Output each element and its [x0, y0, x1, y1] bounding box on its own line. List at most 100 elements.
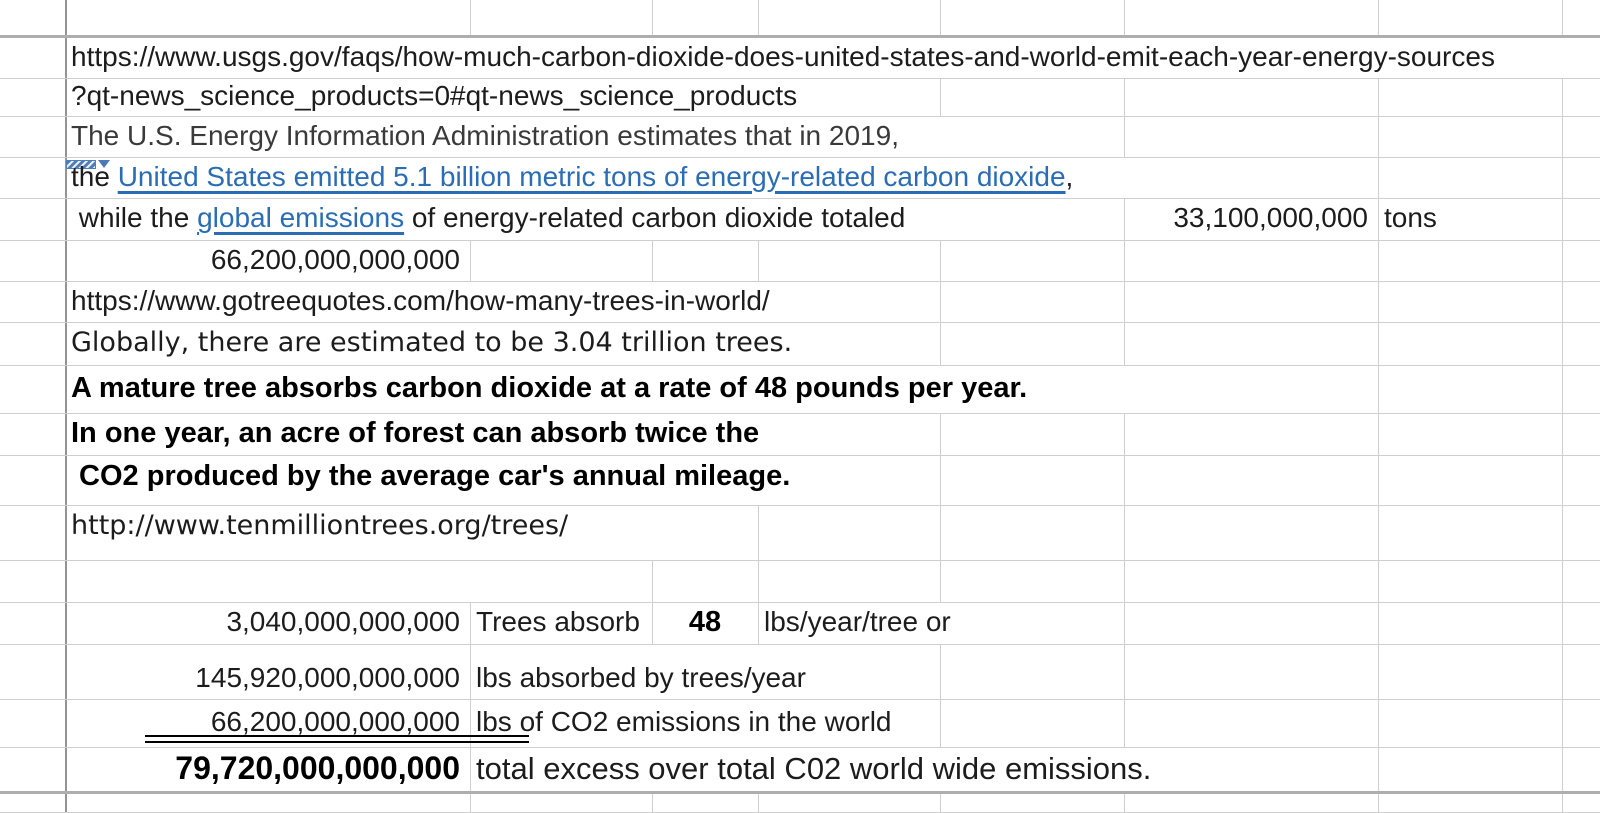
cell-text: , — [1065, 160, 1074, 192]
cell-text: http://www.tenmilliontrees.org/trees/ — [71, 510, 569, 541]
gridline-vertical — [940, 79, 941, 116]
row-empty-bottom — [0, 794, 1600, 813]
gridline-vertical — [758, 603, 759, 644]
gridline-vertical — [1562, 0, 1563, 35]
gridline-vertical — [652, 241, 653, 281]
gridline-vertical — [940, 0, 941, 35]
cell-text: A mature tree absorbs carbon dioxide at … — [71, 371, 1028, 404]
cell-global-tons-value[interactable]: 33,100,000,000 — [1124, 199, 1378, 240]
gridline-vertical — [940, 241, 941, 281]
gridline-vertical — [1124, 794, 1125, 812]
gridline-vertical — [470, 241, 471, 281]
row-world-lbs-value: 66,200,000,000,000 — [0, 241, 1600, 282]
row-car-co2: CO2 produced by the average car's annual… — [0, 456, 1600, 506]
cell-total-trees[interactable]: 3,040,000,000,000 — [65, 603, 470, 644]
gridline-vertical — [758, 561, 759, 602]
gridline-vertical — [1562, 700, 1563, 747]
cell-text: tons — [1384, 202, 1437, 233]
cell-eia-estimate[interactable]: The U.S. Energy Information Administrati… — [65, 117, 1124, 157]
cell-text: ?qt-news_science_products=0#qt-news_scie… — [71, 80, 798, 111]
cell-trees-estimate[interactable]: Globally, there are estimated to be 3.04… — [65, 323, 940, 365]
cell-usgs-url[interactable]: https://www.usgs.gov/faqs/how-much-carbo… — [65, 38, 1600, 78]
gridline-vertical — [1378, 282, 1379, 322]
cell-text: 48 — [688, 605, 722, 638]
gridline-vertical — [1562, 158, 1563, 198]
gridline-vertical — [940, 282, 941, 322]
gridline-vertical — [1562, 456, 1563, 505]
gridline-vertical — [1378, 414, 1379, 455]
dropdown-triangle-icon[interactable] — [98, 160, 110, 168]
gridline-vertical — [940, 794, 941, 812]
row-global-emissions: while the global emissions of energy-rel… — [0, 199, 1600, 241]
gridline-vertical — [1124, 0, 1125, 35]
cell-tons-unit[interactable]: tons — [1378, 199, 1562, 240]
gridline-vertical — [652, 561, 653, 602]
cell-text: Trees absorb — [476, 606, 640, 637]
cell-total-excess-label[interactable]: total excess over total C02 world wide e… — [470, 748, 1378, 791]
frozen-column-divider — [65, 0, 67, 813]
cell-text: The U.S. Energy Information Administrati… — [71, 119, 899, 151]
cell-absorption-rate[interactable]: A mature tree absorbs carbon dioxide at … — [65, 366, 1378, 413]
gridline-vertical — [1562, 366, 1563, 413]
gridline-vertical — [470, 645, 471, 699]
cell-text: of energy-related carbon dioxide totaled — [404, 202, 906, 233]
gridline-vertical — [1562, 561, 1563, 602]
gridline-vertical — [940, 700, 941, 747]
row-trees-calc: 3,040,000,000,000 Trees absorb 48 lbs/year/… — [0, 603, 1600, 645]
cell-total-excess-value[interactable]: 79,720,000,000,000 — [65, 748, 470, 791]
cell-global-emissions[interactable]: while the global emissions of energy-rel… — [65, 199, 1124, 240]
gridline-vertical — [1562, 241, 1563, 281]
cell-text: the — [71, 160, 118, 192]
gridline-vertical — [940, 645, 941, 699]
gridline-vertical — [1562, 506, 1563, 560]
row-total-excess: 79,720,000,000,000 total excess over tota… — [0, 748, 1600, 794]
cell-car-co2[interactable]: CO2 produced by the average car's annual… — [65, 456, 940, 505]
cell-absorb-rate-value[interactable]: 48 — [652, 603, 758, 644]
gridline-vertical — [470, 794, 471, 812]
row-usgs-url-continued: ?qt-news_science_products=0#qt-news_scie… — [0, 79, 1600, 169]
cell-flag-icon[interactable] — [66, 159, 112, 171]
row-empty — [0, 561, 1600, 603]
cell-us-emissions[interactable]: the United States emitted 5.1 billion me… — [65, 158, 1378, 198]
flag-stripes-icon — [66, 160, 96, 169]
gridline-vertical — [1562, 414, 1563, 455]
row-trees-estimate: Globally, there are estimated to be 3.04… — [0, 323, 1600, 366]
gridline-vertical — [1378, 794, 1379, 812]
cell-text: CO2 produced by the average car's annual… — [71, 460, 791, 492]
gridline-vertical — [1124, 241, 1125, 281]
row-us-emissions: the United States emitted 5.1 billion me… — [0, 158, 1600, 199]
cell-trees-absorb-label[interactable]: Trees absorb — [470, 603, 652, 644]
cell-lbs-absorbed-label[interactable]: lbs absorbed by trees/year — [470, 645, 1070, 699]
row-lbs-emissions: 66,200,000,000,000 lbs of CO2 emissions i… — [0, 700, 1600, 748]
cell-usgs-url-query[interactable]: ?qt-news_science_products=0#qt-news_scie… — [65, 79, 940, 116]
cell-absorb-rate-unit[interactable]: lbs/year/tree or — [758, 603, 1138, 644]
gridline-vertical — [758, 506, 759, 560]
gridline-vertical — [470, 748, 471, 791]
row-eia-estimate: The U.S. Energy Information Administrati… — [0, 117, 1600, 158]
cell-gotreequotes-url[interactable]: https://www.gotreequotes.com/how-many-tr… — [65, 282, 940, 322]
gridline-vertical — [1378, 603, 1379, 644]
cell-acre-absorb[interactable]: In one year, an acre of forest can absor… — [65, 414, 940, 455]
gridline-vertical — [1124, 645, 1125, 699]
cell-lbs-emissions-label[interactable]: lbs of CO2 emissions in the world — [470, 700, 1070, 747]
gridline-vertical — [1562, 199, 1563, 240]
gridline-vertical — [940, 414, 941, 455]
gridline-vertical — [1124, 506, 1125, 560]
gridline-vertical — [940, 323, 941, 365]
hyperlink[interactable]: United States emitted 5.1 billion metric… — [117, 160, 1066, 192]
gridline-vertical — [470, 603, 471, 644]
cell-tenmilliontrees-url[interactable]: http://www.tenmilliontrees.org/trees/ — [65, 506, 758, 560]
gridline-vertical — [1124, 700, 1125, 747]
cell-world-lbs-value[interactable]: 66,200,000,000,000 — [65, 241, 470, 281]
row-acre-absorb: In one year, an acre of forest can absor… — [0, 414, 1600, 456]
cell-lbs-emissions-value[interactable]: 66,200,000,000,000 — [65, 700, 529, 747]
gridline-vertical — [1378, 456, 1379, 505]
cell-lbs-absorbed-value[interactable]: 145,920,000,000,000 — [65, 645, 470, 699]
gridline-vertical — [940, 506, 941, 560]
hyperlink[interactable]: global emissions — [197, 202, 405, 233]
gridline-vertical — [1124, 323, 1125, 365]
gridline-vertical — [1124, 282, 1125, 322]
gridline-vertical — [1124, 199, 1125, 240]
gridline-vertical — [1562, 79, 1563, 116]
